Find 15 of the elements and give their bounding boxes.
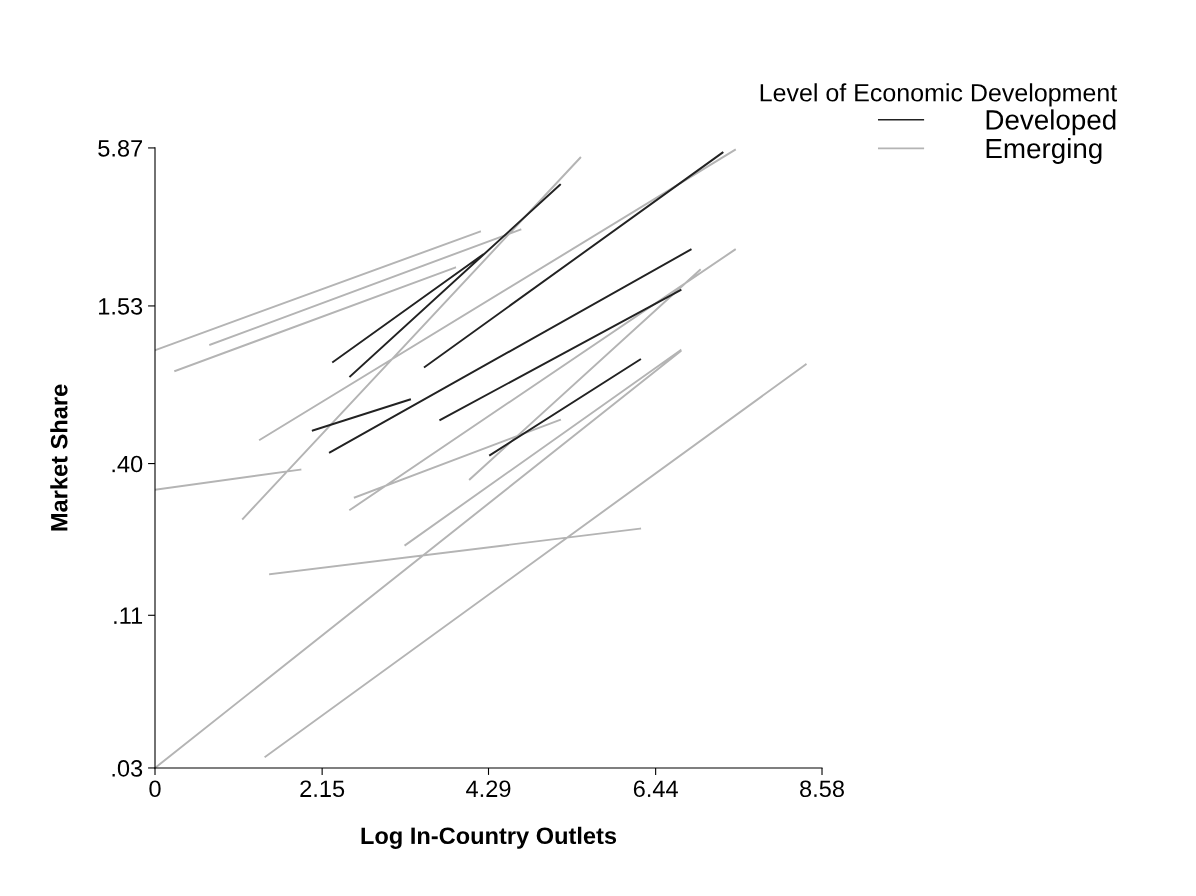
legend-title: Level of Economic Development (760, 83, 1118, 107)
y-axis-title: Market Share (50, 384, 68, 531)
x-tick-label: 6.44 (633, 780, 678, 798)
y-tick-label: 1.53 (99, 298, 143, 315)
x-tick-label: 8.58 (800, 780, 844, 798)
legend-label: Emerging (986, 137, 1102, 164)
x-axis-title: Log In-Country Outlets (361, 826, 617, 849)
x-tick-label: 0 (149, 780, 161, 798)
y-tick-label: 5.87 (98, 140, 143, 157)
x-tick-label: 2.15 (300, 780, 345, 798)
y-tick-label: .03 (112, 760, 143, 777)
legend-label: Developed (986, 109, 1116, 136)
x-tick-label: 4.29 (466, 780, 511, 798)
y-tick-label: .11 (114, 607, 143, 624)
y-tick-label: .40 (112, 455, 143, 473)
